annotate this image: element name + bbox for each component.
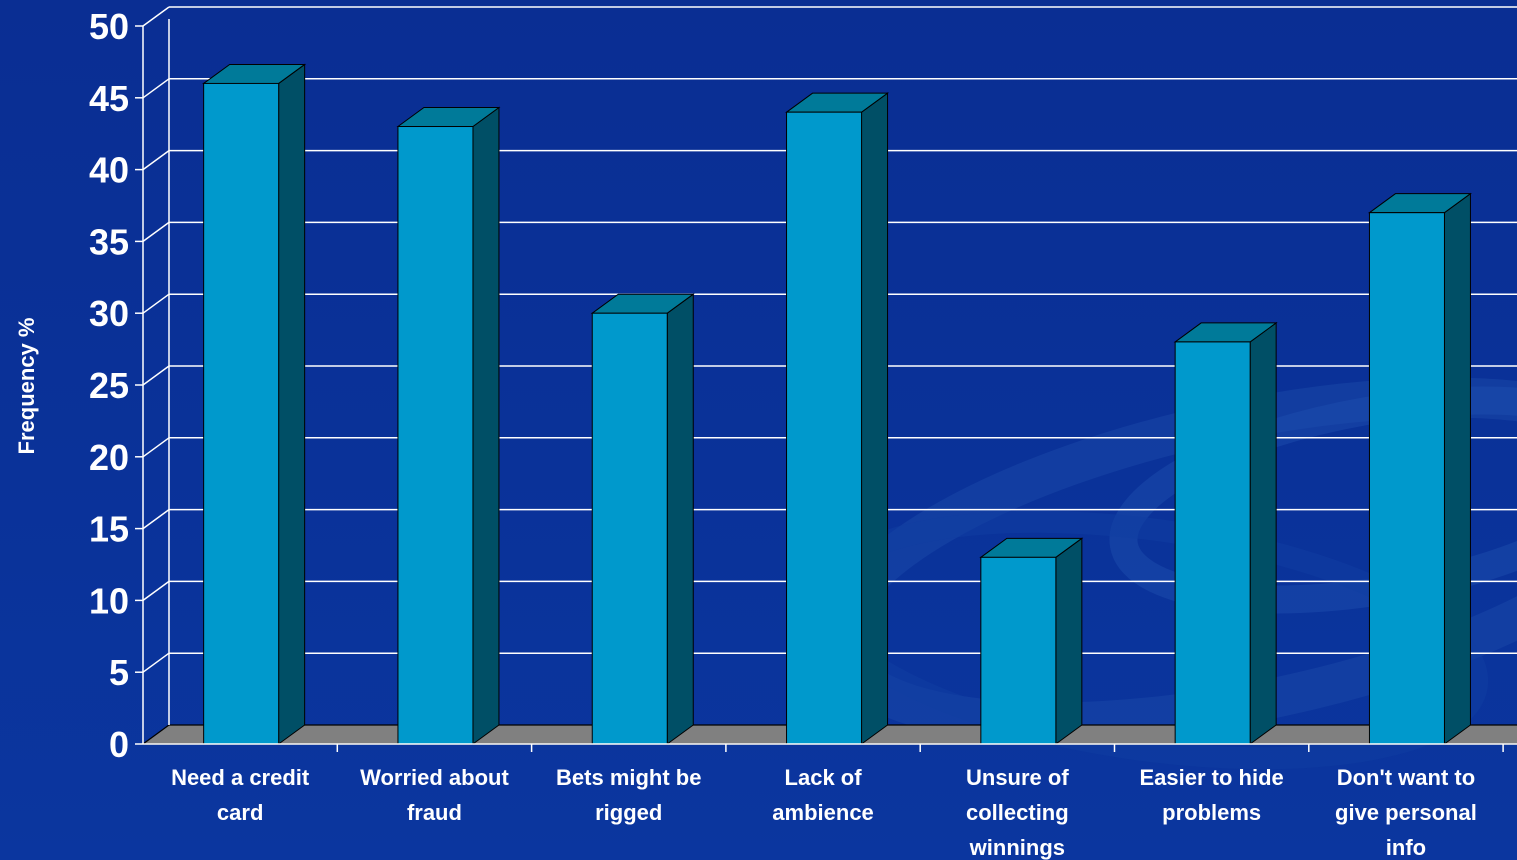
x-tick-labels: Need a credit card Worried about fraud Bets … bbox=[171, 765, 1477, 860]
x-tick-label-line: ambience bbox=[772, 800, 874, 825]
y-tick-label: 35 bbox=[89, 221, 129, 262]
bar-side bbox=[1055, 537, 1083, 745]
x-tick-label-line: Worried about bbox=[360, 765, 509, 790]
x-tick-label-line: Unsure of bbox=[966, 765, 1069, 790]
x-tick-label-line: fraud bbox=[407, 800, 462, 825]
x-tick-label-line: info bbox=[1386, 835, 1426, 860]
bar-front bbox=[980, 556, 1057, 745]
x-tick-label: Bets might be rigged bbox=[556, 765, 701, 825]
gridline-side bbox=[142, 652, 170, 673]
x-tick-label-line: Bets might be bbox=[556, 765, 701, 790]
gridline-side bbox=[142, 6, 170, 27]
bar-side bbox=[278, 63, 306, 745]
x-tick-label: Don't want to give personal info bbox=[1335, 765, 1477, 860]
axes bbox=[135, 25, 1517, 752]
bar-front bbox=[786, 111, 863, 745]
y-tick-label: 15 bbox=[89, 509, 129, 550]
bar-front bbox=[1368, 212, 1445, 745]
gridline-side bbox=[142, 365, 170, 386]
gridline-side bbox=[142, 580, 170, 602]
y-tick-labels: 0 5 10 15 20 25 30 35 40 45 50 bbox=[89, 6, 129, 765]
bar-front bbox=[591, 312, 668, 745]
x-tick-label: Need a credit card bbox=[171, 765, 310, 825]
bar-front bbox=[203, 82, 280, 745]
x-tick-label-line: winnings bbox=[969, 835, 1065, 860]
y-tick-label: 10 bbox=[89, 580, 129, 621]
gridline-side bbox=[142, 293, 170, 314]
y-tick-label: 30 bbox=[89, 293, 129, 334]
x-tick-label-line: rigged bbox=[595, 800, 662, 825]
bar-side bbox=[861, 92, 889, 745]
gridline-side bbox=[142, 221, 170, 243]
gridline-side bbox=[142, 78, 170, 99]
x-tick-label-line: card bbox=[217, 800, 263, 825]
x-tick-label: Easier to hide problems bbox=[1140, 765, 1284, 825]
gridline-side bbox=[142, 149, 170, 171]
bar-front bbox=[397, 126, 474, 745]
x-tick-label-line: Don't want to bbox=[1337, 765, 1475, 790]
x-tick-label-line: problems bbox=[1162, 800, 1261, 825]
y-tick-label: 20 bbox=[89, 437, 129, 478]
x-tick-label-line: collecting bbox=[966, 800, 1069, 825]
bar-side bbox=[1249, 321, 1277, 745]
bar-side bbox=[472, 106, 500, 745]
bar bbox=[590, 293, 695, 745]
x-tick-label: Lack of ambience bbox=[772, 765, 874, 825]
bar bbox=[396, 106, 501, 745]
gridline-side bbox=[142, 508, 170, 530]
bar-side bbox=[1443, 192, 1471, 745]
y-tick-label: 45 bbox=[89, 78, 129, 119]
x-tick-label-line: Lack of bbox=[785, 765, 863, 790]
bar bbox=[1173, 321, 1278, 745]
x-tick-label: Worried about fraud bbox=[360, 765, 509, 825]
x-tick-label-line: Need a credit bbox=[171, 765, 310, 790]
x-tick-label-line: give personal bbox=[1335, 800, 1477, 825]
x-tick-label-line: Easier to hide bbox=[1140, 765, 1284, 790]
x-tick-label: Unsure of collecting winnings bbox=[966, 765, 1069, 860]
y-tick-label: 25 bbox=[89, 365, 129, 406]
bar-front bbox=[1174, 341, 1251, 745]
gridline-side bbox=[142, 437, 170, 458]
y-axis-title: Frequency % bbox=[14, 318, 39, 455]
bars bbox=[202, 63, 1472, 745]
y-tick-label: 5 bbox=[109, 652, 129, 693]
bar bbox=[202, 63, 307, 745]
y-tick-label: 50 bbox=[89, 6, 129, 47]
y-tick-label: 40 bbox=[89, 150, 129, 191]
bar bbox=[979, 537, 1084, 745]
bar bbox=[1367, 192, 1472, 745]
bar bbox=[785, 92, 890, 745]
y-tick-label: 0 bbox=[109, 724, 129, 765]
bar-side bbox=[666, 293, 694, 745]
